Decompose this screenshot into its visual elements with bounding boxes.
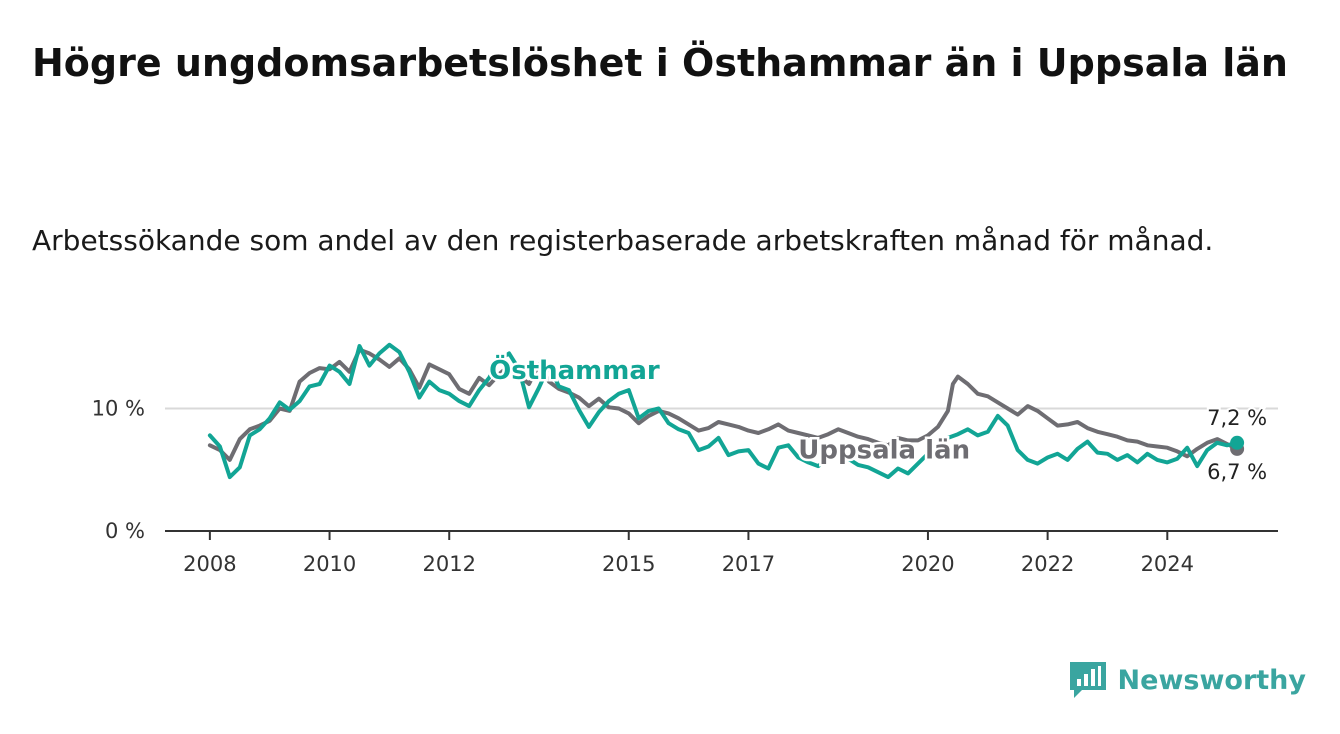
y-tick-label: 10 % [92, 397, 145, 421]
series-end-value-label: 7,2 % [1207, 406, 1267, 430]
series-layer [207, 342, 1245, 480]
series-line-osthammar [207, 342, 1240, 480]
chart-subtitle: Arbetssökande som andel av den registerb… [32, 224, 1214, 257]
x-tick-label: 2008 [183, 552, 236, 576]
x-tick-label: 2017 [722, 552, 775, 576]
series-end-value-label: 6,7 % [1207, 460, 1267, 484]
x-tick-label: 2010 [303, 552, 356, 576]
x-tick-label: 2015 [602, 552, 655, 576]
series-name-label: Uppsala län [798, 436, 970, 466]
newsworthy-logo: Newsworthy [1068, 660, 1306, 700]
y-tick-label: 0 % [105, 519, 145, 543]
label-layer: 7,2 % 6,7 % Uppsala län Östhammar [487, 351, 1269, 486]
brand-name: Newsworthy [1117, 664, 1306, 696]
series-name-label: Östhammar [489, 353, 660, 386]
x-tick-label: 2024 [1141, 552, 1194, 576]
axis-layer: 0 % 10 % 2008 2010 2012 2015 2017 2020 2022 2024 [92, 397, 1278, 576]
x-tick-label: 2012 [423, 552, 476, 576]
series-end-marker [1230, 435, 1245, 450]
x-tick-label: 2022 [1021, 552, 1074, 576]
series-line-uppsala-lan [207, 347, 1240, 462]
newsworthy-logo-icon [1069, 662, 1106, 698]
x-tick-label: 2020 [901, 552, 954, 576]
chart-title: Högre ungdomsarbetslöshet i Östhammar än… [32, 41, 1288, 85]
